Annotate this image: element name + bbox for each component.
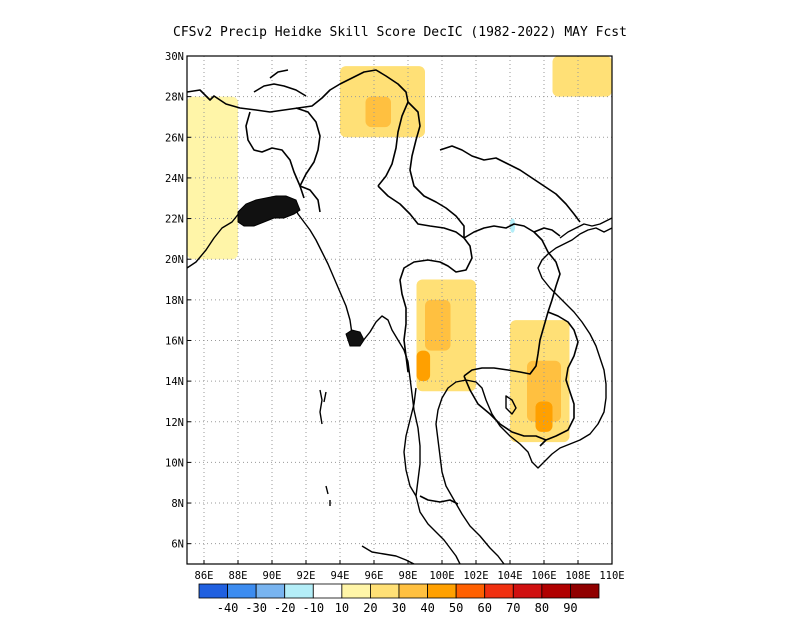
lon-tick-label: 110E [599, 570, 624, 582]
skill-region-9 [552, 56, 612, 97]
colorbar-swatch [570, 583, 600, 599]
skill-region-13 [510, 218, 516, 233]
colorbar-label: 50 [449, 601, 463, 615]
lat-tick-label: 30N [165, 51, 184, 63]
lat-tick-label: 14N [165, 376, 184, 388]
colorbar-label: 60 [477, 601, 491, 615]
lat-tick-label: 8N [171, 498, 184, 510]
colorbar-label: 20 [363, 601, 377, 615]
skill-region-8 [187, 96, 238, 260]
coastline-and-borders [187, 69, 612, 564]
border-laos-vietnam [533, 227, 579, 447]
border-cambodia [463, 375, 547, 441]
colorbar-swatch [312, 583, 343, 599]
skill-region-3 [425, 299, 451, 351]
lat-tick-label: 6N [171, 539, 184, 551]
colorbar-label: 10 [335, 601, 349, 615]
border-india-bangladesh-myanmar [187, 69, 409, 187]
irrawaddy-delta [345, 329, 365, 347]
border-myanmar-china [407, 101, 465, 238]
lat-tick-label: 22N [165, 214, 184, 226]
tonle-sap [505, 395, 517, 415]
colorbar-swatch [284, 583, 314, 599]
border-nepal-bhutan [253, 69, 307, 97]
lon-tick-label: 86E [195, 570, 214, 582]
colorbar-label: 70 [506, 601, 520, 615]
nicobar-islands [325, 485, 331, 506]
ganges-delta [237, 195, 301, 227]
lat-tick-label: 16N [165, 335, 184, 347]
colorbar-label: 90 [563, 601, 577, 615]
lat-tick-label: 28N [165, 92, 184, 104]
colorbar-label: -40 [217, 601, 239, 615]
lat-tick-label: 24N [165, 173, 184, 185]
skill-score-shading [187, 56, 612, 443]
colorbar-swatch [427, 583, 457, 599]
colorbar-swatch [255, 583, 286, 599]
andaman-islands [319, 389, 327, 425]
colorbar-label: -30 [245, 601, 267, 615]
lon-tick-label: 100E [429, 570, 454, 582]
border-china-north [439, 145, 581, 223]
lon-tick-label: 90E [263, 570, 282, 582]
border-thailand-laos [463, 223, 561, 377]
map-title: CFSv2 Precip Heidke Skill Score DecIC (1… [173, 25, 627, 40]
longitude-tick-labels: 86E 88E 90E 92E 94E 96E 98E 100E 102E 104E 106E 108… [195, 560, 625, 582]
colorbar-swatch [484, 583, 514, 599]
coastline-tonkin [559, 217, 612, 239]
sumatra-tip [361, 545, 415, 564]
lon-tick-label: 104E [497, 570, 522, 582]
colorbar-label: 80 [535, 601, 549, 615]
skill-region-1 [365, 96, 391, 128]
border-myanmar-east [377, 185, 473, 373]
border-thailand-malaysia [419, 495, 459, 505]
colorbar-swatch [398, 583, 428, 599]
latitude-tick-labels: 6N 8N 10N 12N 14N 16N 18N 20N 22N 24N 26N 28N 30N [165, 51, 191, 551]
lon-tick-label: 106E [531, 570, 556, 582]
colorbar-swatch [227, 583, 257, 599]
colorbar-label: -10 [302, 601, 324, 615]
colorbar-swatch [370, 583, 400, 599]
colorbar-label: 30 [392, 601, 406, 615]
lat-tick-label: 10N [165, 457, 184, 469]
lon-tick-label: 108E [565, 570, 590, 582]
colorbar-label: 40 [420, 601, 434, 615]
lon-tick-label: 98E [399, 570, 418, 582]
skill-region-11 [246, 127, 306, 199]
colorbar-swatch [198, 583, 228, 599]
lat-tick-label: 20N [165, 254, 184, 266]
lon-tick-label: 88E [229, 570, 248, 582]
coastline-malay-peninsula [403, 387, 417, 497]
map-frame [186, 55, 613, 565]
lat-tick-label: 18N [165, 295, 184, 307]
lat-tick-label: 12N [165, 417, 184, 429]
lon-tick-label: 94E [331, 570, 350, 582]
colorbar-swatch [455, 583, 486, 599]
lon-tick-label: 102E [463, 570, 488, 582]
lat-lon-grid [187, 56, 612, 564]
lon-tick-label: 96E [365, 570, 384, 582]
colorbar-label: -20 [274, 601, 296, 615]
colorbar-swatch [341, 583, 371, 599]
border-northeast-india [295, 107, 321, 213]
colorbar-swatch [541, 583, 571, 599]
colorbar-swatch [512, 583, 543, 599]
skill-region-4 [416, 350, 431, 382]
border-bangladesh [245, 111, 305, 199]
lat-tick-label: 26N [165, 132, 184, 144]
skill-region-14 [569, 116, 612, 138]
colorbar: -40 -30 -20 -10 10 20 30 40 50 60 70 80 90 [198, 583, 600, 615]
skill-region-6 [527, 360, 561, 422]
lon-tick-label: 92E [297, 570, 316, 582]
coastline-gulf-of-thailand [435, 227, 612, 564]
